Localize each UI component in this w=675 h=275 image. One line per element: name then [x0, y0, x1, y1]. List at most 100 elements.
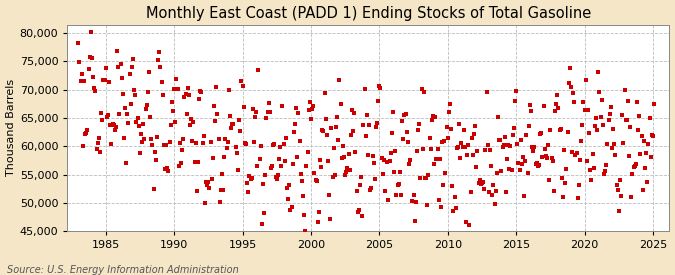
Point: [481, 90, 492, 94]
Point: [225, 114, 236, 118]
Point: [247, 107, 258, 111]
Point: [234, 117, 244, 122]
Point: [240, 142, 251, 147]
Point: [472, 148, 483, 153]
Point: [281, 186, 292, 190]
Point: [159, 143, 169, 148]
Point: [456, 141, 467, 145]
Point: [400, 112, 411, 116]
Point: [608, 127, 618, 131]
Point: [373, 99, 383, 103]
Point: [334, 77, 345, 82]
Point: [83, 66, 94, 71]
Point: [172, 87, 183, 91]
Point: [335, 102, 346, 106]
Point: [306, 107, 317, 111]
Point: [544, 177, 555, 182]
Point: [177, 148, 188, 153]
Point: [192, 189, 202, 194]
Point: [93, 135, 104, 140]
Point: [519, 194, 530, 198]
Point: [228, 122, 239, 126]
Point: [583, 108, 593, 112]
Point: [132, 116, 143, 121]
Point: [263, 101, 274, 105]
Point: [284, 183, 295, 187]
Point: [563, 81, 574, 86]
Point: [197, 141, 208, 145]
Point: [357, 214, 368, 219]
Point: [504, 167, 515, 171]
Point: [406, 232, 416, 236]
Point: [248, 140, 259, 144]
Point: [647, 133, 657, 137]
Point: [349, 111, 360, 115]
Point: [246, 176, 257, 180]
Point: [236, 78, 247, 83]
Point: [109, 128, 120, 133]
Point: [237, 84, 248, 89]
Point: [92, 141, 103, 145]
Point: [86, 30, 97, 34]
Point: [616, 194, 626, 198]
Point: [108, 122, 119, 127]
Point: [539, 147, 550, 151]
Point: [146, 136, 157, 141]
Point: [412, 149, 423, 153]
Point: [315, 157, 325, 162]
Point: [558, 194, 568, 199]
Point: [196, 89, 207, 94]
Point: [286, 205, 297, 209]
Point: [98, 78, 109, 82]
Point: [113, 65, 124, 69]
Point: [427, 118, 437, 123]
Point: [561, 167, 572, 171]
Point: [543, 143, 554, 148]
Point: [198, 133, 209, 138]
Point: [225, 126, 236, 130]
Point: [291, 106, 302, 110]
Point: [136, 132, 146, 136]
Point: [414, 122, 425, 126]
Point: [295, 172, 306, 176]
Point: [258, 182, 269, 186]
Point: [128, 57, 138, 61]
Point: [495, 138, 506, 142]
Point: [212, 111, 223, 116]
Point: [372, 121, 383, 125]
Point: [259, 211, 269, 215]
Point: [425, 147, 436, 152]
Point: [293, 111, 304, 116]
Point: [412, 128, 423, 132]
Point: [313, 209, 324, 214]
Point: [340, 173, 350, 178]
Point: [328, 146, 339, 151]
Point: [475, 178, 485, 183]
Point: [162, 166, 173, 170]
Point: [466, 136, 477, 140]
Point: [618, 141, 629, 145]
Point: [147, 143, 158, 147]
Point: [585, 167, 596, 172]
Point: [421, 175, 431, 180]
Point: [204, 186, 215, 190]
Point: [317, 128, 328, 133]
Point: [369, 161, 379, 165]
Point: [624, 153, 634, 158]
Point: [207, 156, 218, 161]
Point: [171, 77, 182, 81]
Point: [471, 164, 482, 169]
Point: [528, 149, 539, 153]
Point: [213, 136, 224, 141]
Point: [586, 178, 597, 183]
Point: [278, 142, 289, 146]
Point: [78, 144, 88, 148]
Point: [463, 142, 474, 147]
Point: [99, 78, 110, 82]
Point: [182, 86, 193, 90]
Point: [339, 155, 350, 160]
Point: [622, 99, 633, 103]
Point: [254, 157, 265, 161]
Point: [402, 140, 413, 144]
Point: [418, 90, 429, 94]
